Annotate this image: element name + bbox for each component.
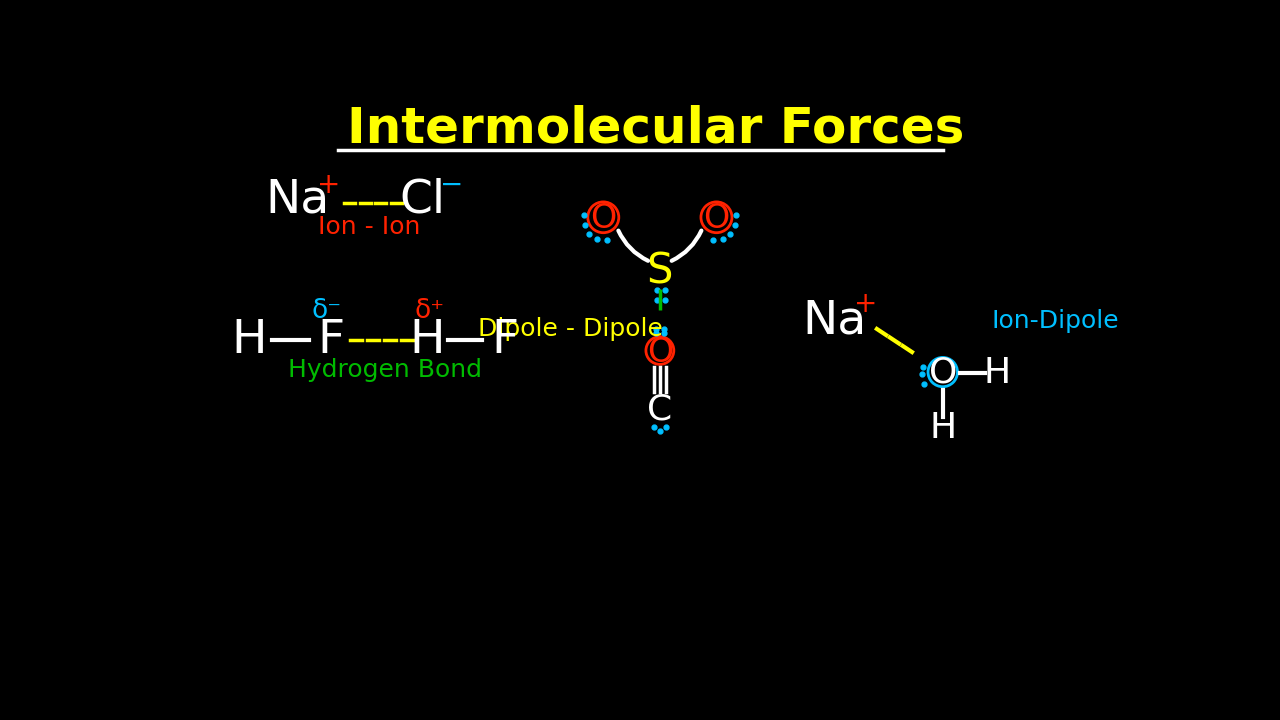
- Text: O: O: [928, 356, 957, 390]
- Text: O: O: [703, 202, 730, 235]
- Text: O: O: [646, 336, 673, 369]
- Text: δ⁺: δ⁺: [415, 298, 444, 324]
- Text: O: O: [590, 202, 617, 235]
- Text: Na: Na: [803, 299, 867, 343]
- Text: Hydrogen Bond: Hydrogen Bond: [288, 358, 481, 382]
- Text: +: +: [854, 290, 877, 318]
- Text: F: F: [492, 318, 518, 363]
- Text: −: −: [440, 171, 463, 199]
- Text: Ion-Dipole: Ion-Dipole: [991, 310, 1119, 333]
- Text: +: +: [317, 171, 340, 199]
- Text: F: F: [317, 318, 344, 363]
- Text: H: H: [983, 356, 1011, 390]
- Text: S: S: [646, 250, 673, 292]
- Text: Na: Na: [266, 178, 330, 223]
- Text: H: H: [929, 411, 956, 445]
- Text: δ⁻: δ⁻: [311, 298, 342, 324]
- Text: Dipole - Dipole: Dipole - Dipole: [479, 317, 663, 341]
- Text: Intermolecular Forces: Intermolecular Forces: [347, 104, 965, 153]
- Text: H: H: [232, 318, 266, 363]
- Text: Ion - Ion: Ion - Ion: [317, 215, 420, 239]
- Text: H: H: [410, 318, 445, 363]
- Text: C: C: [648, 393, 672, 427]
- Text: Cl: Cl: [399, 178, 445, 223]
